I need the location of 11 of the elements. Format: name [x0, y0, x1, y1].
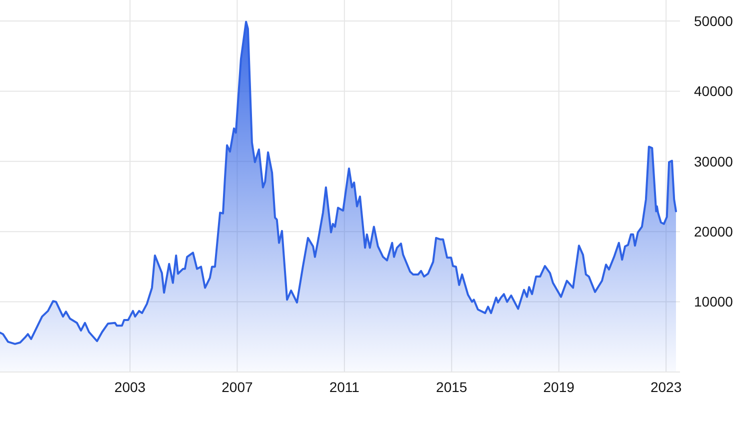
y-tick-label: 20000: [694, 224, 734, 240]
x-tick-label: 2003: [114, 379, 146, 395]
y-tick-label: 40000: [694, 83, 734, 100]
x-tick-label: 2023: [650, 379, 682, 395]
y-tick-label: 50000: [694, 12, 734, 29]
y-tick-label: 30000: [694, 153, 734, 170]
y-tick-label: 10000: [694, 294, 734, 310]
x-tick-label: 2019: [543, 379, 575, 395]
x-tick-label: 2015: [436, 379, 468, 395]
x-tick-label: 2007: [222, 379, 253, 395]
x-tick-label: 2011: [329, 379, 360, 395]
